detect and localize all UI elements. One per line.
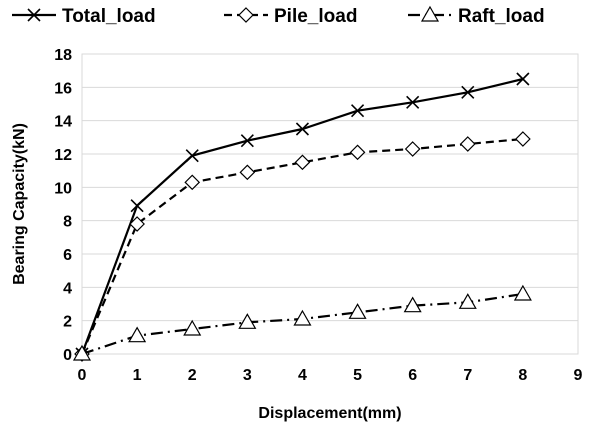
marker-x-stroke	[516, 72, 530, 86]
marker-x	[130, 199, 144, 213]
series-line	[80, 137, 523, 355]
legend-item: Total_load	[12, 6, 156, 27]
series-total-load	[75, 72, 530, 361]
x-axis-title: Displacement(mm)	[258, 405, 401, 422]
marker-triangle	[420, 5, 440, 22]
marker-x	[461, 85, 475, 99]
marker-diamond	[515, 131, 531, 147]
marker-triangle	[403, 296, 422, 313]
marker-diamond	[184, 174, 201, 191]
plot-border	[81, 53, 579, 355]
marker-diamond	[238, 7, 254, 23]
gridlines	[82, 86, 578, 322]
x-tick-label: 6	[408, 367, 417, 384]
x-tick-label: 7	[463, 367, 472, 384]
marker-x-stroke	[350, 104, 365, 118]
marker-triangle	[513, 284, 532, 301]
y-tick-label: 18	[54, 47, 72, 64]
marker-x	[350, 104, 365, 118]
plot-area	[81, 53, 579, 355]
marker-diamond	[404, 141, 421, 157]
legend: Total_load Pile_load Raft_load	[12, 5, 545, 27]
marker-x-stroke	[240, 134, 254, 148]
y-tick-label: 14	[54, 114, 72, 131]
marker-x-stroke	[461, 85, 475, 99]
y-tick-labels: 0 2 4 6 8 10 12 14 16 18	[54, 47, 72, 364]
marker-triangle	[293, 309, 312, 326]
marker-diamond	[459, 136, 476, 152]
x-tick-label: 3	[243, 367, 252, 384]
marker-x	[406, 95, 420, 109]
marker-x-stroke	[185, 149, 199, 163]
marker-diamond	[349, 144, 366, 161]
marker-diamond	[129, 216, 145, 232]
marker-diamond	[294, 154, 311, 171]
marker-x	[240, 134, 254, 148]
marker-triangle	[458, 293, 477, 309]
marker-x	[516, 72, 530, 86]
series-pile-load	[74, 131, 531, 362]
x-tick-label: 0	[78, 367, 87, 384]
series-raft-load	[72, 284, 532, 361]
marker-triangle	[183, 319, 202, 336]
marker-x	[295, 122, 310, 136]
legend-item: Pile_load	[224, 6, 357, 27]
y-tick-label: 6	[63, 247, 72, 264]
x-tick-label: 1	[133, 367, 142, 384]
legend-label: Total_load	[62, 6, 156, 27]
y-tick-label: 0	[63, 347, 72, 364]
y-tick-label: 2	[63, 314, 72, 331]
marker-triangle	[72, 344, 92, 361]
x-tick-labels: 0 1 2 3 4 5 6 7 8 9	[78, 367, 583, 384]
legend-label: Pile_load	[274, 6, 357, 27]
series-layer	[72, 72, 532, 362]
marker-x	[27, 8, 41, 22]
marker-x-stroke	[406, 95, 420, 109]
marker-diamond	[239, 164, 256, 181]
legend-item: Raft_load	[408, 5, 545, 27]
y-tick-label: 10	[54, 180, 72, 197]
y-tick-label: 16	[54, 80, 72, 97]
marker-x	[185, 149, 199, 163]
x-tick-label: 4	[298, 367, 307, 384]
marker-x-stroke	[130, 199, 144, 213]
x-tick-label: 8	[518, 367, 527, 384]
marker-x-stroke	[295, 122, 310, 136]
marker-triangle	[128, 326, 147, 343]
y-tick-label: 12	[54, 147, 72, 164]
marker-triangle	[348, 303, 367, 319]
legend-label: Raft_load	[458, 6, 545, 27]
marker-x-stroke	[27, 8, 41, 22]
x-tick-label: 2	[188, 367, 197, 384]
x-tick-label: 5	[353, 367, 362, 384]
y-tick-label: 8	[63, 214, 72, 231]
y-axis-title: Bearing Capacity(kN)	[11, 123, 28, 285]
x-tick-label: 9	[574, 367, 583, 384]
y-tick-label: 4	[63, 280, 72, 297]
marker-triangle	[238, 313, 257, 329]
